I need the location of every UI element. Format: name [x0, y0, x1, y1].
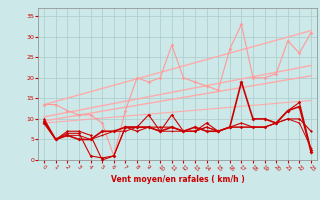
X-axis label: Vent moyen/en rafales ( km/h ): Vent moyen/en rafales ( km/h ) — [111, 175, 244, 184]
